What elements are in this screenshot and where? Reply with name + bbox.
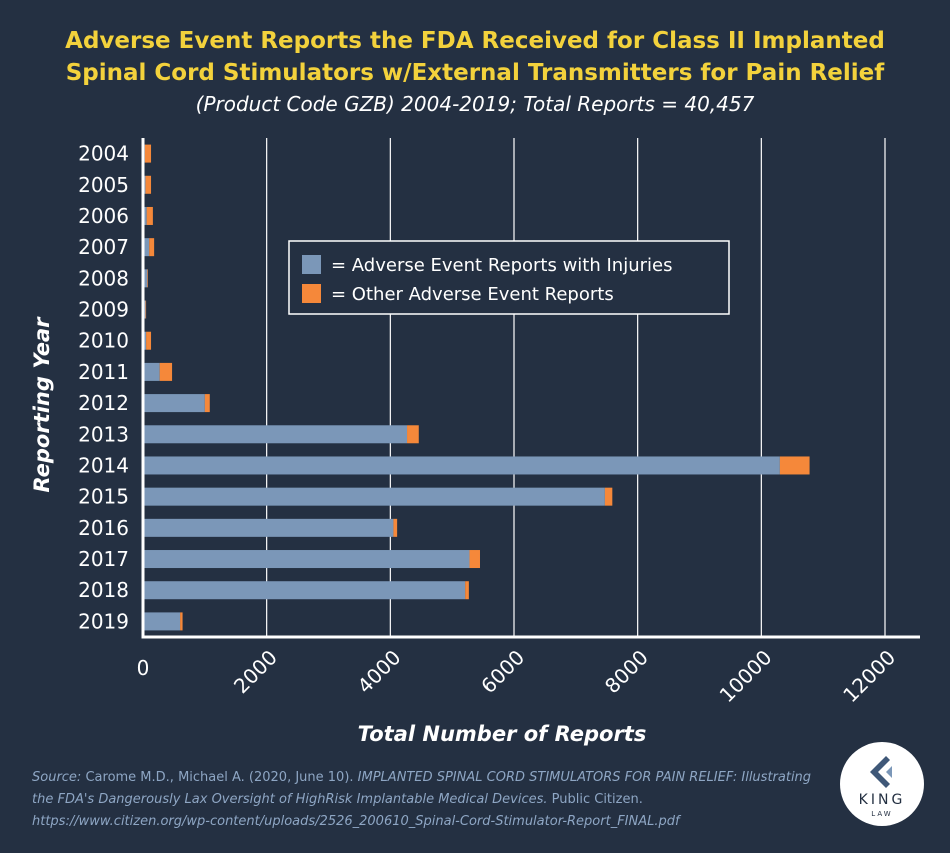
logo-sub: LAW <box>871 810 893 818</box>
bar-other <box>144 144 152 163</box>
bar-other <box>180 612 183 631</box>
y-tick-label: 2009 <box>78 298 129 322</box>
bar-chart: 2004 2005 2006 2007 2008 2009 2010 2011 2012 2013… <box>30 138 920 746</box>
source-title: IMPLANTED SPINAL CORD STIMULATORS FOR PA… <box>32 770 812 807</box>
bar-injuries <box>143 394 205 413</box>
legend-box <box>288 240 730 315</box>
bar-injuries <box>143 550 470 569</box>
bar-injuries <box>143 581 466 600</box>
bar-injuries <box>143 612 181 631</box>
bar-injuries <box>143 518 394 537</box>
bar-injuries <box>143 487 605 506</box>
bar-other <box>145 175 152 194</box>
source-publisher: Public Citizen. <box>547 792 643 807</box>
y-tick-label: 2015 <box>78 485 129 509</box>
logo-name: KING <box>858 792 906 808</box>
y-tick-label: 2014 <box>78 453 129 477</box>
bar-injuries <box>143 362 160 381</box>
bar-injuries <box>143 238 150 257</box>
bar-other <box>204 394 210 413</box>
king-chevron-icon <box>870 756 892 788</box>
y-tick-label: 2018 <box>78 578 129 602</box>
bar-other <box>149 238 155 257</box>
y-tick-label: 2008 <box>78 266 129 290</box>
bar-other <box>469 550 480 569</box>
legend-injuries-label: = Adverse Event Reports with Injuries <box>331 255 672 276</box>
source-label: Source: <box>32 770 82 785</box>
legend-injuries-swatch <box>302 255 321 274</box>
legend-other-label: = Other Adverse Event Reports <box>331 284 614 305</box>
x-tick-label: 6000 <box>476 645 529 698</box>
bar-injuries <box>143 331 147 350</box>
y-tick-label: 2010 <box>78 329 129 353</box>
x-tick-label: 8000 <box>600 645 653 698</box>
bar-other <box>604 487 613 506</box>
y-tick-label: 2019 <box>78 609 129 633</box>
y-tick-label: 2006 <box>78 204 129 228</box>
chart-subtitle: (Product Code GZB) 2004-2019; Total Repo… <box>195 92 755 116</box>
source-url[interactable]: https://www.citizen.org/wp-content/uploa… <box>32 814 680 829</box>
king-law-logo: KING LAW <box>840 742 924 826</box>
bar-other <box>146 206 153 225</box>
bar-other <box>159 362 173 381</box>
bar-other <box>407 425 419 444</box>
bar-injuries <box>143 269 148 288</box>
source-authors: Carome M.D., Michael A. (2020, June 10). <box>81 770 358 785</box>
bar-other <box>393 518 398 537</box>
bar-injuries <box>143 206 147 225</box>
bar-other <box>779 456 810 475</box>
bar-injuries <box>143 456 780 475</box>
y-axis-title: Reporting Year <box>30 316 54 493</box>
y-tick-label: 2012 <box>78 391 129 415</box>
bar-other <box>145 300 147 319</box>
y-tick-label: 2017 <box>78 547 129 571</box>
x-tick-label: 10000 <box>715 645 777 707</box>
y-tick-label: 2005 <box>78 173 129 197</box>
y-tick-label: 2013 <box>78 422 129 446</box>
source-citation: Source: Carome M.D., Michael A. (2020, J… <box>32 767 822 833</box>
x-axis-title: Total Number of Reports <box>358 722 647 746</box>
bar-other <box>465 581 469 600</box>
chart-title-line-1: Adverse Event Reports the FDA Received f… <box>65 28 885 54</box>
y-tick-label: 2016 <box>78 516 129 540</box>
bar-other <box>147 269 148 288</box>
x-tick-label: 0 <box>137 656 150 680</box>
legend-other-swatch <box>302 284 321 303</box>
x-tick-label: 2000 <box>229 645 282 698</box>
chart-title-line-2: Spinal Cord Stimulators w/External Trans… <box>65 60 885 86</box>
y-tick-label: 2011 <box>78 360 129 384</box>
bar-injuries <box>143 425 408 444</box>
y-tick-label: 2007 <box>78 235 129 259</box>
bar-other <box>146 331 152 350</box>
x-tick-label: 4000 <box>353 645 406 698</box>
x-tick-label: 12000 <box>838 645 900 707</box>
y-tick-label: 2004 <box>78 142 129 166</box>
